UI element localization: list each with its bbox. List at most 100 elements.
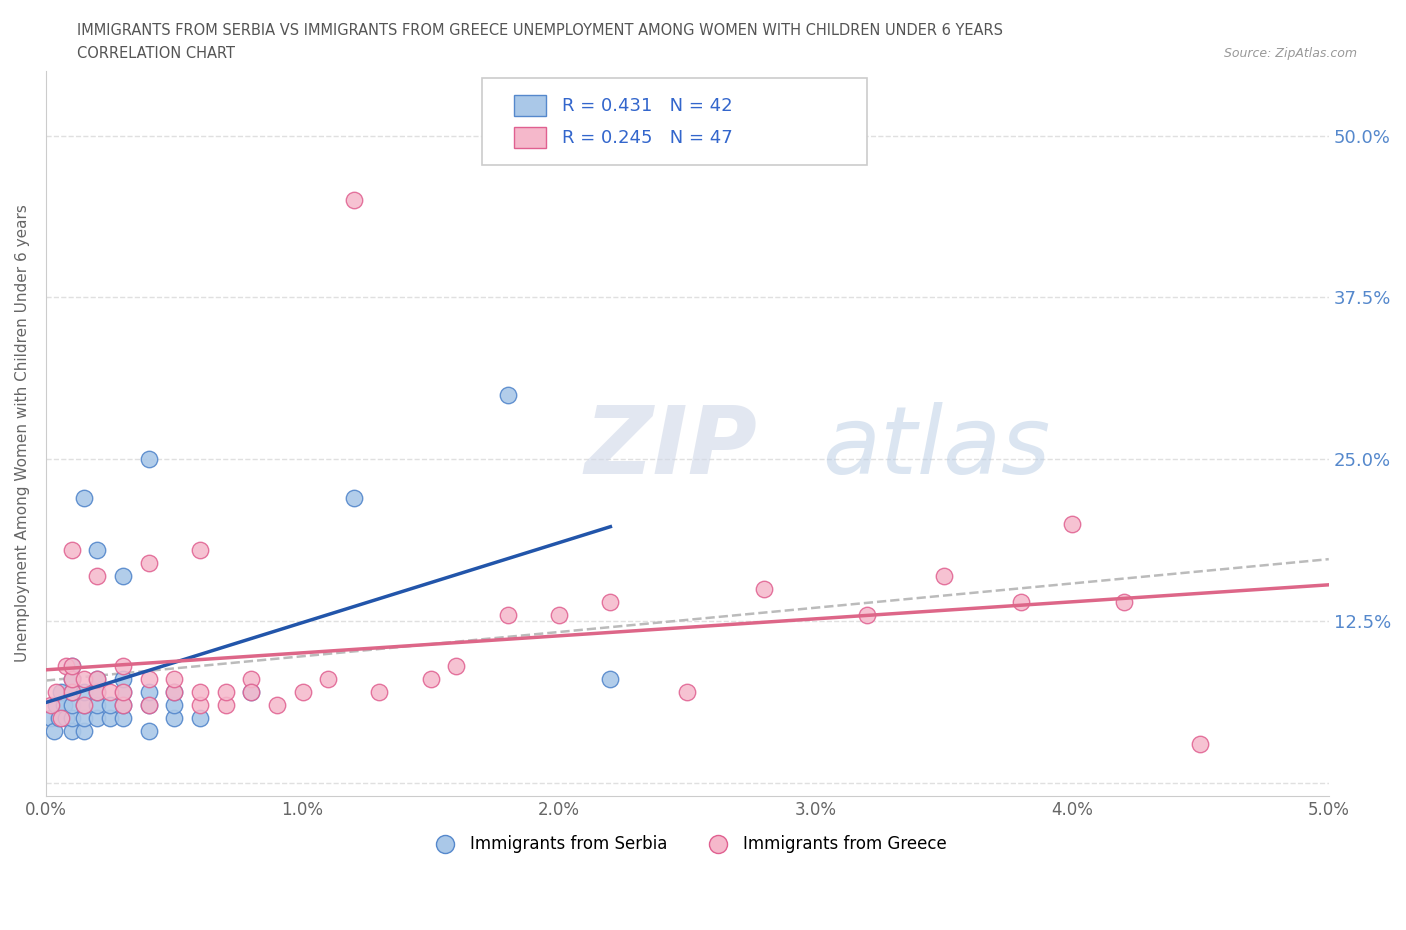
Point <box>111 672 134 687</box>
Point <box>343 491 366 506</box>
Point <box>111 684 134 699</box>
Point <box>73 724 96 738</box>
Point <box>1189 737 1212 751</box>
Point <box>52 698 75 712</box>
Point <box>188 698 211 712</box>
Y-axis label: Unemployment Among Women with Children Under 6 years: Unemployment Among Women with Children U… <box>15 205 30 662</box>
Point <box>51 684 73 699</box>
Point <box>60 724 83 738</box>
Point <box>599 594 621 609</box>
Point <box>188 542 211 557</box>
Point <box>163 711 186 725</box>
Text: R = 0.431   N = 42: R = 0.431 N = 42 <box>561 97 733 114</box>
FancyBboxPatch shape <box>482 78 868 165</box>
Text: atlas: atlas <box>823 403 1050 493</box>
Point <box>86 684 108 699</box>
Point <box>138 672 160 687</box>
Point <box>214 684 236 699</box>
Point <box>48 711 70 725</box>
Point <box>240 684 263 699</box>
Point <box>86 684 108 699</box>
Point <box>60 684 83 699</box>
Point <box>111 659 134 674</box>
Point <box>73 491 96 506</box>
Point <box>138 698 160 712</box>
Point <box>138 684 160 699</box>
Point <box>676 684 699 699</box>
Point <box>86 568 108 583</box>
Point <box>60 672 83 687</box>
Point <box>754 581 776 596</box>
Point <box>548 607 571 622</box>
Point <box>111 698 134 712</box>
Point <box>60 698 83 712</box>
Point <box>60 672 83 687</box>
Point <box>60 542 83 557</box>
Point <box>291 684 314 699</box>
Point <box>240 672 263 687</box>
Point <box>138 555 160 570</box>
Point <box>1062 516 1084 531</box>
Point <box>368 684 391 699</box>
Point <box>1010 594 1032 609</box>
Text: IMMIGRANTS FROM SERBIA VS IMMIGRANTS FROM GREECE UNEMPLOYMENT AMONG WOMEN WITH C: IMMIGRANTS FROM SERBIA VS IMMIGRANTS FRO… <box>77 23 1004 38</box>
Text: R = 0.245   N = 47: R = 0.245 N = 47 <box>561 128 733 147</box>
Point <box>316 672 339 687</box>
Point <box>86 698 108 712</box>
Point <box>73 711 96 725</box>
Point <box>343 193 366 207</box>
Point <box>86 672 108 687</box>
Point <box>111 568 134 583</box>
FancyBboxPatch shape <box>515 95 547 116</box>
Point <box>86 711 108 725</box>
Point <box>73 684 96 699</box>
Point <box>60 684 83 699</box>
Point <box>111 684 134 699</box>
Point <box>163 684 186 699</box>
FancyBboxPatch shape <box>515 126 547 149</box>
Point <box>42 724 65 738</box>
Point <box>55 711 77 725</box>
Point <box>496 607 519 622</box>
Point <box>188 711 211 725</box>
Text: Source: ZipAtlas.com: Source: ZipAtlas.com <box>1223 46 1357 60</box>
Point <box>188 684 211 699</box>
Point <box>163 684 186 699</box>
Point <box>111 711 134 725</box>
Legend: Immigrants from Serbia, Immigrants from Greece: Immigrants from Serbia, Immigrants from … <box>422 829 953 860</box>
Point <box>138 452 160 467</box>
Point <box>1112 594 1135 609</box>
Point <box>138 724 160 738</box>
Point <box>240 684 263 699</box>
Point <box>73 698 96 712</box>
Point <box>932 568 955 583</box>
Point <box>60 659 83 674</box>
Point <box>60 711 83 725</box>
Point <box>599 672 621 687</box>
Point <box>39 711 62 725</box>
Point <box>138 698 160 712</box>
Point <box>60 659 83 674</box>
Point <box>446 659 468 674</box>
Point <box>266 698 288 712</box>
Text: CORRELATION CHART: CORRELATION CHART <box>77 46 235 61</box>
Point <box>163 698 186 712</box>
Point <box>39 698 62 712</box>
Point <box>45 698 67 712</box>
Point <box>419 672 441 687</box>
Point <box>45 684 67 699</box>
Point <box>856 607 879 622</box>
Point <box>98 698 121 712</box>
Text: ZIP: ZIP <box>585 402 758 494</box>
Point <box>163 672 186 687</box>
Point <box>214 698 236 712</box>
Point <box>73 672 96 687</box>
Point <box>496 387 519 402</box>
Point <box>98 711 121 725</box>
Point <box>86 542 108 557</box>
Point <box>73 698 96 712</box>
Point <box>51 711 73 725</box>
Point <box>86 672 108 687</box>
Point <box>111 698 134 712</box>
Point <box>55 659 77 674</box>
